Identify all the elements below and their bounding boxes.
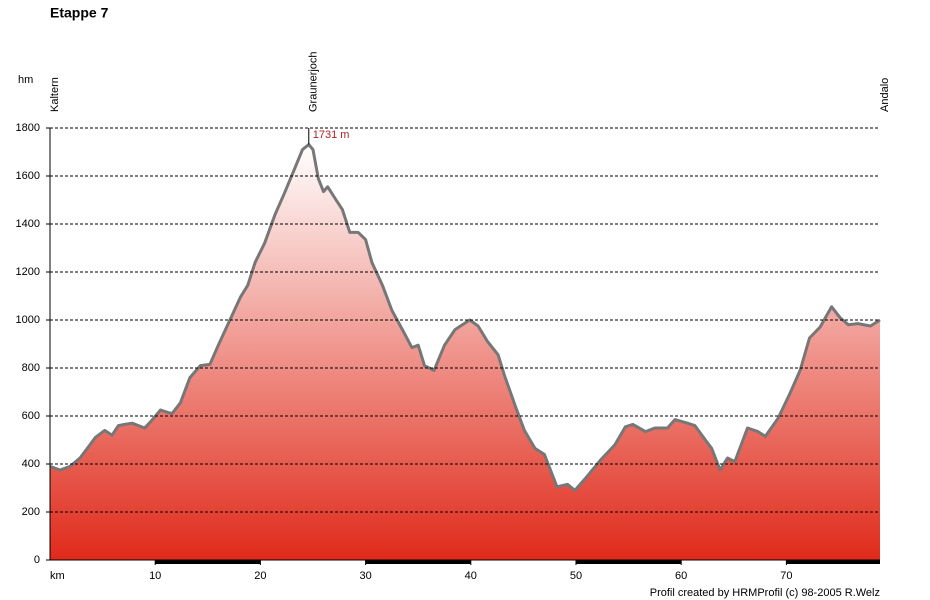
y-tick-label: 400 bbox=[22, 458, 40, 470]
waypoint-label: Graunerjoch bbox=[308, 51, 320, 112]
y-tick-label: 800 bbox=[22, 362, 40, 374]
x-tick-label: 10 bbox=[149, 570, 161, 582]
chart-title: Etappe 7 bbox=[50, 5, 109, 21]
x-tick-label: 50 bbox=[570, 570, 582, 582]
x-tick-label: 60 bbox=[675, 570, 687, 582]
axis-band bbox=[575, 560, 682, 564]
x-tick-label: 30 bbox=[359, 570, 371, 582]
waypoint-label: Andalo bbox=[879, 78, 891, 112]
y-tick-label: 0 bbox=[34, 554, 40, 566]
y-tick-label: 1800 bbox=[16, 122, 40, 134]
x-axis-label: km bbox=[50, 570, 65, 582]
annotation: 1731 m bbox=[313, 129, 350, 141]
waypoint-label: Kaltern bbox=[49, 77, 61, 112]
x-tick-label: 70 bbox=[780, 570, 792, 582]
x-tick-label: 40 bbox=[465, 570, 477, 582]
elevation-area bbox=[50, 144, 880, 560]
x-tick-label: 20 bbox=[254, 570, 266, 582]
y-tick-label: 200 bbox=[22, 506, 40, 518]
footer: Profil created by HRMProfil (c) 98-2005 … bbox=[650, 587, 880, 599]
axis-band bbox=[155, 560, 261, 564]
y-tick-label: 600 bbox=[22, 410, 40, 422]
y-tick-label: 1400 bbox=[16, 218, 40, 230]
y-tick-label: 1600 bbox=[16, 170, 40, 182]
y-tick-label: 1200 bbox=[16, 266, 40, 278]
axis-band bbox=[786, 560, 880, 564]
elevation-line bbox=[49, 143, 881, 492]
y-axis-label: hm bbox=[18, 74, 33, 86]
axis-band bbox=[365, 560, 471, 564]
y-tick-label: 1000 bbox=[16, 314, 40, 326]
